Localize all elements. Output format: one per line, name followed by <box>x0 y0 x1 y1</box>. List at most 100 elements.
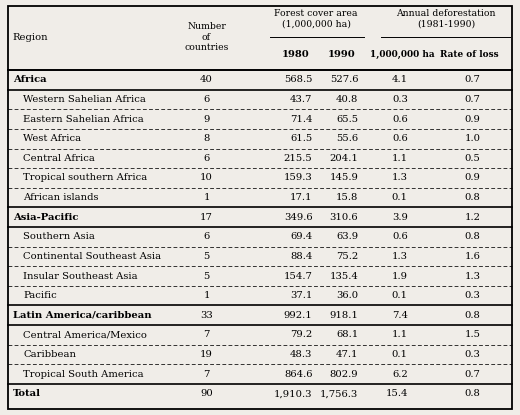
Text: 0.7: 0.7 <box>465 76 480 84</box>
Text: 1: 1 <box>203 193 210 202</box>
Text: Tropical southern Africa: Tropical southern Africa <box>23 173 147 183</box>
Text: 3.9: 3.9 <box>392 212 408 222</box>
Text: Total: Total <box>13 389 41 398</box>
Text: 5: 5 <box>203 271 210 281</box>
Text: 1.3: 1.3 <box>465 271 480 281</box>
Text: Pacific: Pacific <box>23 291 57 300</box>
Text: Eastern Sahelian Africa: Eastern Sahelian Africa <box>23 115 144 124</box>
Text: Central America/Mexico: Central America/Mexico <box>23 330 147 339</box>
Text: Continental Southeast Asia: Continental Southeast Asia <box>23 252 161 261</box>
Text: 10: 10 <box>200 173 213 183</box>
Text: Asia-Pacific: Asia-Pacific <box>13 212 78 222</box>
Text: 17: 17 <box>200 212 213 222</box>
Text: 37.1: 37.1 <box>290 291 313 300</box>
Text: 568.5: 568.5 <box>284 76 313 84</box>
Text: Insular Southeast Asia: Insular Southeast Asia <box>23 271 138 281</box>
Text: 1.1: 1.1 <box>392 330 408 339</box>
Text: 0.6: 0.6 <box>392 134 408 143</box>
Text: 68.1: 68.1 <box>336 330 358 339</box>
Text: 47.1: 47.1 <box>336 350 358 359</box>
Text: 0.8: 0.8 <box>465 311 480 320</box>
Text: 1.9: 1.9 <box>392 271 408 281</box>
Text: 0.1: 0.1 <box>392 193 408 202</box>
Text: 527.6: 527.6 <box>330 76 358 84</box>
Text: 6.2: 6.2 <box>392 370 408 378</box>
Text: 1980: 1980 <box>282 50 309 59</box>
Text: 61.5: 61.5 <box>290 134 313 143</box>
Text: 1,000,000 ha: 1,000,000 ha <box>370 50 435 59</box>
Text: Central Africa: Central Africa <box>23 154 95 163</box>
Text: 0.3: 0.3 <box>465 291 480 300</box>
Text: 154.7: 154.7 <box>283 271 313 281</box>
Text: 918.1: 918.1 <box>330 311 358 320</box>
Text: 215.5: 215.5 <box>284 154 313 163</box>
Text: 71.4: 71.4 <box>290 115 313 124</box>
Text: 40: 40 <box>200 76 213 84</box>
Text: 8: 8 <box>203 134 210 143</box>
Text: 6: 6 <box>203 232 210 241</box>
Text: Region: Region <box>13 33 48 42</box>
Text: 7.4: 7.4 <box>392 311 408 320</box>
Text: 0.5: 0.5 <box>465 154 480 163</box>
Text: 7: 7 <box>203 370 210 378</box>
Text: 864.6: 864.6 <box>284 370 313 378</box>
Text: 69.4: 69.4 <box>290 232 313 241</box>
Text: 802.9: 802.9 <box>330 370 358 378</box>
Text: 6: 6 <box>203 154 210 163</box>
Text: 0.3: 0.3 <box>392 95 408 104</box>
Text: Caribbean: Caribbean <box>23 350 76 359</box>
Text: 55.6: 55.6 <box>336 134 358 143</box>
Text: 36.0: 36.0 <box>336 291 358 300</box>
Text: 992.1: 992.1 <box>284 311 313 320</box>
Text: 9: 9 <box>203 115 210 124</box>
Text: 15.8: 15.8 <box>336 193 358 202</box>
Text: 1,910.3: 1,910.3 <box>274 389 313 398</box>
Text: 1.3: 1.3 <box>392 173 408 183</box>
Text: 349.6: 349.6 <box>284 212 313 222</box>
Text: 90: 90 <box>200 389 213 398</box>
Text: 33: 33 <box>200 311 213 320</box>
Text: 1.3: 1.3 <box>392 252 408 261</box>
Text: 0.6: 0.6 <box>392 115 408 124</box>
Text: 1990: 1990 <box>328 50 355 59</box>
Text: 1.0: 1.0 <box>465 134 480 143</box>
Text: Southern Asia: Southern Asia <box>23 232 95 241</box>
Text: 17.1: 17.1 <box>290 193 313 202</box>
Text: 0.3: 0.3 <box>465 350 480 359</box>
Text: 63.9: 63.9 <box>336 232 358 241</box>
Text: African islands: African islands <box>23 193 98 202</box>
Text: 204.1: 204.1 <box>330 154 358 163</box>
Text: 0.8: 0.8 <box>465 389 480 398</box>
Text: 4.1: 4.1 <box>392 76 408 84</box>
Text: 75.2: 75.2 <box>336 252 358 261</box>
Text: 310.6: 310.6 <box>330 212 358 222</box>
Text: 15.4: 15.4 <box>385 389 408 398</box>
Text: 5: 5 <box>203 252 210 261</box>
Text: Forest cover area
(1,000,000 ha): Forest cover area (1,000,000 ha) <box>275 9 358 28</box>
Text: 0.8: 0.8 <box>465 193 480 202</box>
Text: 1: 1 <box>203 291 210 300</box>
Text: 6: 6 <box>203 95 210 104</box>
Text: Latin America/caribbean: Latin America/caribbean <box>13 311 151 320</box>
Text: Rate of loss: Rate of loss <box>439 50 498 59</box>
Text: Number
of
countries: Number of countries <box>184 22 229 52</box>
Text: Tropical South America: Tropical South America <box>23 370 144 378</box>
Text: West Africa: West Africa <box>23 134 81 143</box>
Text: 7: 7 <box>203 330 210 339</box>
Text: 19: 19 <box>200 350 213 359</box>
Text: 0.8: 0.8 <box>465 232 480 241</box>
Text: 0.1: 0.1 <box>392 350 408 359</box>
Text: 0.9: 0.9 <box>465 173 480 183</box>
Text: 145.9: 145.9 <box>330 173 358 183</box>
Text: Africa: Africa <box>13 76 46 84</box>
Text: 1.2: 1.2 <box>465 212 480 222</box>
Text: Western Sahelian Africa: Western Sahelian Africa <box>23 95 146 104</box>
Text: 0.7: 0.7 <box>465 95 480 104</box>
Text: 1.5: 1.5 <box>465 330 480 339</box>
Text: 1,756.3: 1,756.3 <box>320 389 358 398</box>
Text: 0.1: 0.1 <box>392 291 408 300</box>
Text: 0.6: 0.6 <box>392 232 408 241</box>
Text: 1.1: 1.1 <box>392 154 408 163</box>
Text: 159.3: 159.3 <box>284 173 313 183</box>
Text: 0.7: 0.7 <box>465 370 480 378</box>
